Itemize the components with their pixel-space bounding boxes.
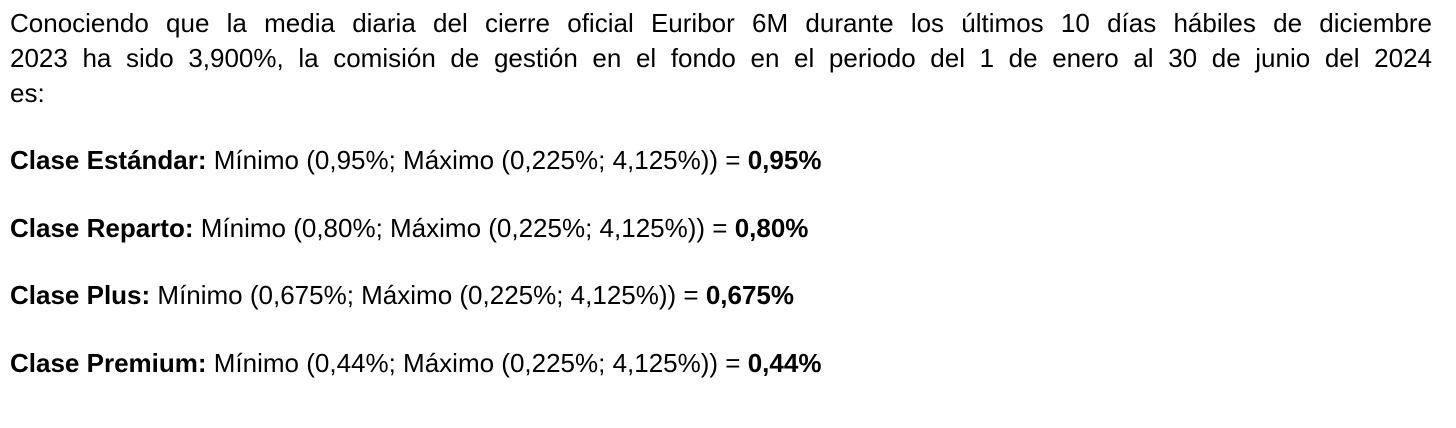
clase-label: Clase Reparto: (10, 212, 194, 243)
clase-label: Clase Premium: (10, 347, 207, 378)
clase-row: Clase Estándar: Mínimo (0,95%; Máximo (0… (10, 143, 821, 178)
clase-result: 0,80% (734, 212, 809, 243)
document: Conociendo que la media diaria del cierr… (10, 6, 1432, 378)
clase-label: Clase Plus: (10, 280, 151, 310)
clase-formula: Mínimo (0,95%; Máximo (0,225%; 4,125%)) … (213, 145, 741, 175)
clase-result: 0,675% (705, 280, 795, 310)
clase-result: 0,44% (747, 347, 822, 378)
intro-line: es: (10, 78, 45, 108)
clase-result: 0,95% (747, 145, 822, 175)
clase-formula: Mínimo (0,675%; Máximo (0,225%; 4,125%))… (157, 280, 699, 310)
intro-line: Conociendo que la media diaria del cierr… (10, 8, 1432, 38)
clase-row: Clase Reparto: Mínimo (0,80%; Máximo (0,… (10, 211, 808, 246)
intro-line: 2023 ha sido 3,900%, la comisión de gest… (10, 43, 1432, 73)
clase-label: Clase Estándar: (10, 145, 207, 175)
clase-row: Clase Plus: Mínimo (0,675%; Máximo (0,22… (10, 278, 794, 313)
intro-paragraph: Conociendo que la media diaria del cierr… (10, 6, 1432, 111)
clase-formula: Mínimo (0,44%; Máximo (0,225%; 4,125%)) … (213, 347, 741, 378)
clase-formula: Mínimo (0,80%; Máximo (0,225%; 4,125%)) … (200, 212, 728, 243)
clase-row: Clase Premium: Mínimo (0,44%; Máximo (0,… (10, 346, 821, 381)
